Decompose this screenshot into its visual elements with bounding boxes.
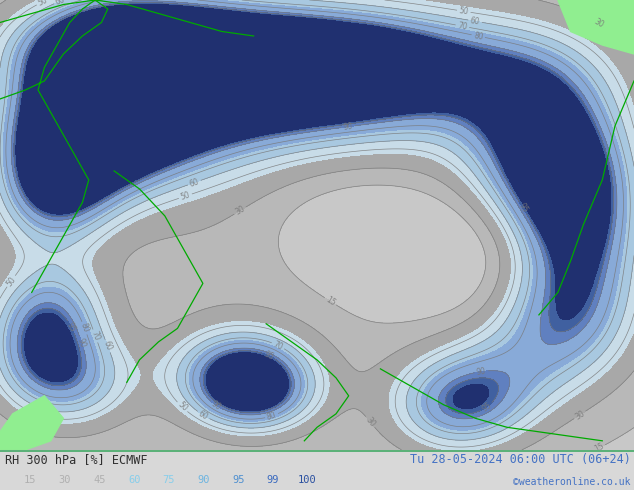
Text: 15: 15 [593,442,605,454]
Text: 30: 30 [573,409,586,421]
Text: 50: 50 [458,6,469,17]
Text: 99: 99 [267,475,279,485]
Text: 45: 45 [93,475,106,485]
Text: 95: 95 [480,400,493,414]
Text: 60: 60 [470,16,481,26]
Text: 90: 90 [197,475,210,485]
Text: 15: 15 [24,475,37,485]
Text: 30: 30 [59,475,71,485]
Polygon shape [558,0,634,54]
Text: 50: 50 [179,190,191,202]
Text: 90: 90 [76,337,87,349]
Text: 95: 95 [65,320,77,333]
Text: 50: 50 [4,274,18,288]
Text: 70: 70 [272,339,285,352]
Text: 30: 30 [593,17,605,29]
Text: RH 300 hPa [%] ECMWF: RH 300 hPa [%] ECMWF [5,453,148,466]
Text: 80: 80 [473,31,484,42]
Text: 70: 70 [456,21,468,31]
Text: 70: 70 [89,330,101,342]
Text: 80: 80 [79,322,91,334]
Text: 60: 60 [197,409,210,421]
Text: 95: 95 [232,475,245,485]
Text: 30: 30 [364,416,377,429]
Text: 100: 100 [298,475,317,485]
Text: 90: 90 [476,367,487,377]
Text: ©weatheronline.co.uk: ©weatheronline.co.uk [514,477,631,487]
Text: 95: 95 [516,201,529,214]
Text: Tu 28-05-2024 06:00 UTC (06+24): Tu 28-05-2024 06:00 UTC (06+24) [410,453,631,466]
Text: 60: 60 [188,177,200,189]
Polygon shape [0,396,63,450]
Text: 80: 80 [266,410,278,422]
Text: 75: 75 [163,475,175,485]
Text: 90: 90 [342,122,353,132]
Text: 30: 30 [233,204,247,217]
Text: 95: 95 [262,349,275,362]
Text: 60: 60 [101,340,113,352]
Text: 60: 60 [128,475,141,485]
Text: 15: 15 [324,295,337,308]
Text: 50: 50 [37,0,49,8]
Text: 50: 50 [176,400,189,414]
Text: 60: 60 [55,0,67,7]
Text: 90: 90 [210,399,223,412]
